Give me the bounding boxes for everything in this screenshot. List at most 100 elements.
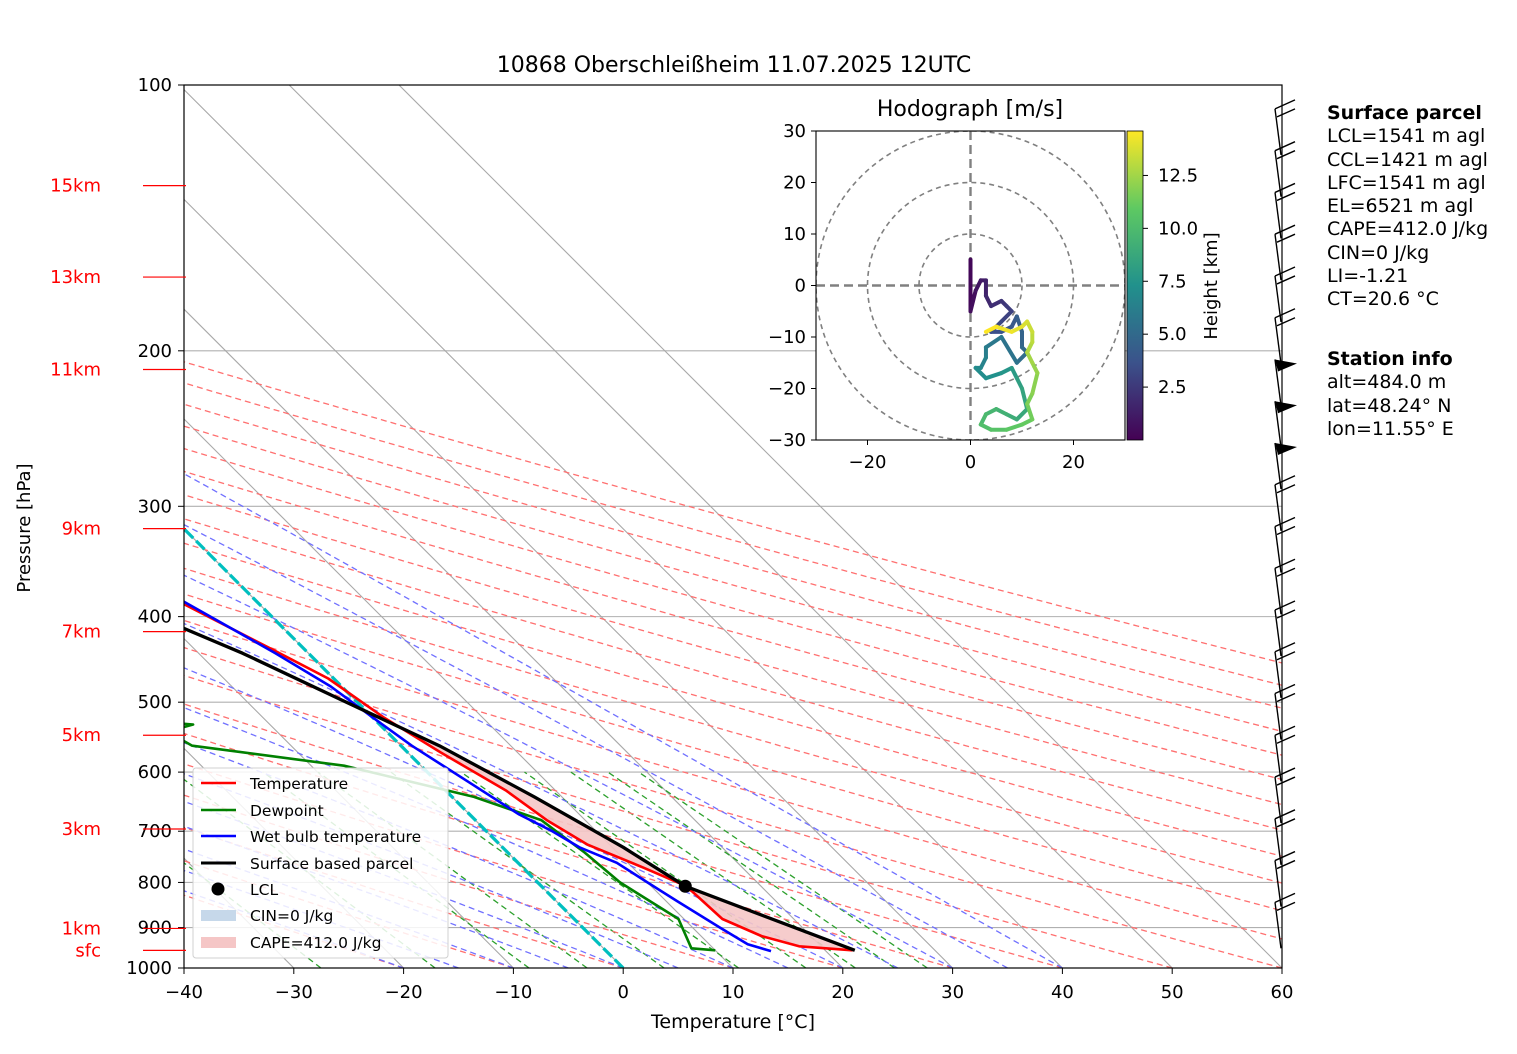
x-tick-label: 30 — [941, 982, 964, 1003]
wind-barb — [1274, 892, 1296, 949]
dry-adiabat — [184, 425, 1282, 733]
hodograph-x-tick-label: 20 — [1062, 452, 1085, 473]
dry-adiabat — [184, 542, 1282, 857]
info-line: LFC=1541 m agl — [1327, 171, 1486, 194]
info-line: CIN=0 J/kg — [1327, 241, 1430, 264]
x-axis: −40 −30 −20 −10 0 10 20 30 40 50 60 — [165, 968, 1293, 1003]
hodograph-trace — [1004, 422, 1024, 432]
hodograph-trace — [1014, 350, 1030, 365]
hodograph-trace — [999, 309, 1014, 324]
isotherm — [398, 85, 1282, 968]
colorbar-tick-label: 10.0 — [1158, 218, 1198, 239]
hodograph-x-tick-label: 0 — [965, 452, 976, 473]
colorbar-tick-label: 7.5 — [1158, 271, 1187, 292]
dry-adiabat — [184, 470, 1282, 781]
moist-adiabat — [184, 574, 953, 968]
hodograph-trace — [994, 324, 1014, 334]
wind-barb — [1274, 141, 1296, 197]
isotherm — [184, 308, 844, 968]
wind-barb — [1274, 359, 1297, 406]
info-line: alt=484.0 m — [1327, 371, 1447, 394]
info-line: CCL=1421 m agl — [1327, 148, 1488, 171]
height-label: 7km — [62, 622, 101, 643]
x-axis-label: Temperature [°C] — [650, 1011, 815, 1033]
wind-barbs — [1274, 99, 1297, 949]
legend: Temperature Dewpoint Wet bulb temperatur… — [192, 767, 449, 959]
dry-adiabat — [184, 674, 1173, 968]
x-tick-label: 10 — [722, 982, 745, 1003]
x-tick-label: −10 — [494, 982, 532, 1003]
x-tick-label: −40 — [165, 982, 203, 1003]
hodograph-trace — [968, 288, 978, 314]
hodograph-y-tick-label: 10 — [783, 224, 806, 245]
wind-barb — [1274, 266, 1296, 323]
legend-lcl: LCL — [250, 881, 278, 899]
hodograph-trace — [1025, 401, 1035, 422]
hodograph-x-tick-label: −20 — [849, 452, 887, 473]
y-tick-label: 600 — [138, 762, 172, 783]
height-label: 3km — [62, 819, 101, 840]
dry-adiabat — [184, 619, 1282, 940]
profile-lines — [184, 600, 856, 953]
height-label: sfc — [75, 940, 101, 961]
wind-barb — [1274, 600, 1296, 657]
series-dewpoint — [184, 722, 716, 952]
wind-barb — [1274, 224, 1296, 281]
surface-parcel-info: Surface parcel LCL=1541 m agl CCL=1421 m… — [1327, 102, 1488, 312]
y-tick-label: 300 — [138, 496, 172, 517]
y-tick-label: 200 — [138, 341, 172, 362]
mixing-ratio-line — [460, 771, 739, 968]
info-line: lon=11.55° E — [1327, 417, 1454, 440]
hodograph-title: Hodograph [m/s] — [877, 97, 1063, 122]
legend-parcel: Surface based parcel — [250, 855, 413, 873]
isotherm — [184, 198, 953, 968]
colorbar-label: Height [km] — [1201, 232, 1222, 339]
colorbar-tick-label: 5.0 — [1158, 324, 1187, 345]
moist-adiabat — [184, 622, 898, 968]
station-info: Station info alt=484.0 m lat=48.24° N lo… — [1327, 348, 1454, 441]
dry-adiabat — [184, 703, 1063, 968]
y-tick-label: 800 — [138, 872, 172, 893]
zero-isotherm-line — [184, 526, 625, 968]
mixing-ratio-line — [317, 771, 588, 968]
mixing-ratio-line — [607, 771, 895, 968]
x-tick-label: 60 — [1271, 982, 1294, 1003]
wind-barb — [1274, 558, 1296, 615]
hodograph-y-tick-label: 20 — [783, 173, 806, 194]
hodograph-y-tick-label: −20 — [768, 379, 806, 400]
hodograph-trace — [1030, 371, 1040, 396]
info-line: lat=48.24° N — [1327, 394, 1452, 417]
hodograph-y-tick-label: −10 — [768, 327, 806, 348]
x-tick-label: −30 — [275, 982, 313, 1003]
hodograph-y-tick-label: 0 — [795, 276, 806, 297]
hodograph-trace — [983, 371, 1004, 381]
wind-barb — [1274, 516, 1296, 573]
mixing-ratio-line — [524, 771, 807, 968]
mixing-ratio-line — [638, 771, 928, 968]
hodograph-inset: Hodograph [m/s] 30 20 10 0 −10 −20 −30 −20 0 20 2… — [768, 97, 1222, 473]
wind-barb — [1274, 99, 1296, 156]
hodograph-trace — [983, 324, 999, 334]
hodograph-ring — [918, 233, 1023, 338]
hodograph-trace — [983, 335, 1004, 350]
hodograph-trace — [999, 335, 1019, 365]
zero-isotherm — [184, 526, 625, 968]
hodograph-trace — [1014, 407, 1030, 422]
colorbar-tick-label: 2.5 — [1158, 377, 1187, 398]
hodograph-colorbar — [1126, 130, 1144, 441]
height-label: 9km — [62, 519, 101, 540]
wind-barb — [1274, 642, 1296, 698]
dry-adiabat — [184, 794, 734, 968]
y-tick-label: 700 — [138, 821, 172, 842]
moist-adiabat — [184, 800, 624, 968]
x-tick-label: 40 — [1051, 982, 1074, 1003]
chart-title: 10868 Oberschleißheim 11.07.2025 12UTC — [497, 53, 972, 78]
legend-temperature: Temperature — [249, 775, 348, 793]
x-tick-label: 50 — [1161, 982, 1184, 1003]
wind-barb — [1274, 767, 1296, 824]
height-label: 13km — [50, 267, 101, 288]
y-tick-label: 1000 — [126, 958, 172, 979]
